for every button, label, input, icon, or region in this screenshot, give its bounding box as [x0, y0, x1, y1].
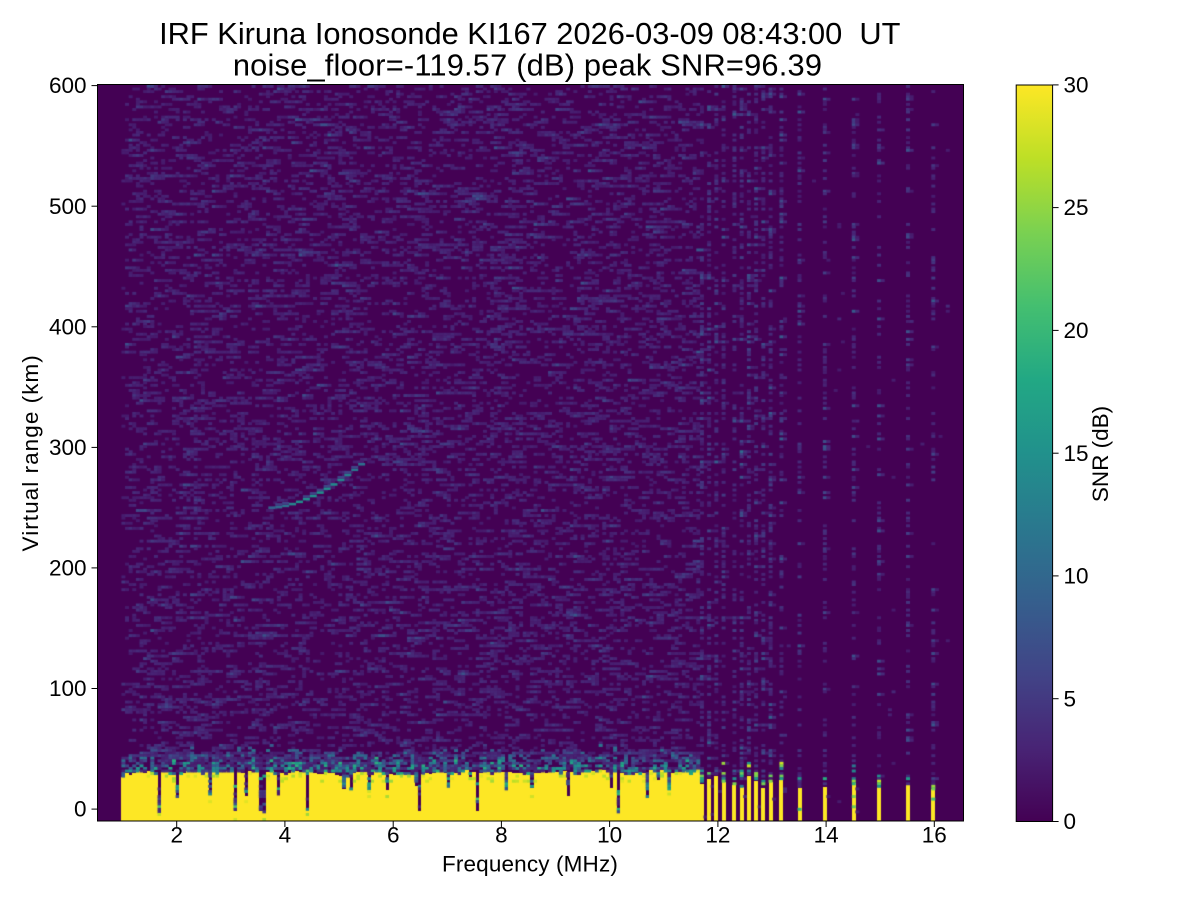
svg-text:0: 0: [74, 797, 87, 822]
svg-text:10: 10: [1064, 564, 1089, 589]
svg-text:4: 4: [279, 823, 292, 848]
svg-text:30: 30: [1064, 73, 1089, 98]
svg-text:300: 300: [49, 435, 87, 460]
svg-text:400: 400: [49, 314, 87, 339]
svg-text:SNR (dB): SNR (dB): [1088, 406, 1113, 502]
svg-text:200: 200: [49, 556, 87, 581]
svg-text:0: 0: [1064, 809, 1077, 834]
svg-text:16: 16: [922, 823, 947, 848]
svg-text:12: 12: [705, 823, 730, 848]
svg-text:2: 2: [170, 823, 183, 848]
svg-text:Virtual range (km): Virtual range (km): [18, 354, 43, 551]
svg-text:600: 600: [49, 73, 87, 98]
svg-text:100: 100: [49, 676, 87, 701]
svg-text:500: 500: [49, 194, 87, 219]
svg-text:20: 20: [1064, 318, 1089, 343]
svg-text:14: 14: [814, 823, 839, 848]
svg-text:noise_floor=-119.57 (dB) peak: noise_floor=-119.57 (dB) peak SNR=96.39: [233, 48, 822, 83]
svg-text:15: 15: [1064, 441, 1089, 466]
svg-text:25: 25: [1064, 195, 1089, 220]
svg-text:8: 8: [495, 823, 508, 848]
svg-text:5: 5: [1064, 686, 1077, 711]
svg-text:Frequency (MHz): Frequency (MHz): [442, 852, 618, 877]
svg-text:6: 6: [387, 823, 400, 848]
svg-text:10: 10: [597, 823, 622, 848]
svg-text:IRF Kiruna Ionosonde KI167 202: IRF Kiruna Ionosonde KI167 2026-03-09 08…: [159, 16, 901, 51]
